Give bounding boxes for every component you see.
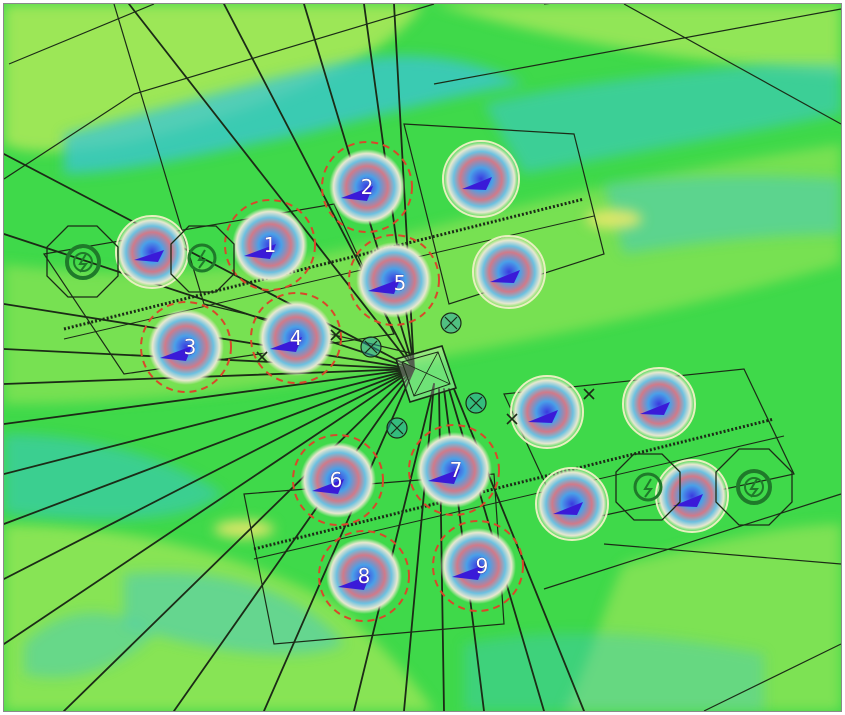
anchor-5-label: 5	[394, 271, 407, 295]
anchor-2[interactable]: 2	[321, 141, 413, 233]
anchor-3-label: 3	[184, 335, 197, 359]
anchor-9-label: 9	[476, 554, 489, 578]
anchor-6-label: 6	[330, 468, 343, 492]
anchor-1[interactable]: 1	[224, 199, 316, 291]
lightning-pile-icon[interactable]	[46, 225, 119, 298]
numbered-anchors: 1 2 3 4 5 6	[140, 141, 524, 622]
anchor-8[interactable]: 8	[318, 530, 410, 622]
anchor-3[interactable]: 3	[140, 301, 232, 393]
buoy-cross-icon[interactable]	[386, 417, 408, 439]
piles	[46, 225, 793, 526]
anchor-5[interactable]: 5	[348, 234, 440, 326]
anchor-2-label: 2	[361, 175, 374, 199]
anchor-scour-icon	[622, 367, 696, 441]
anchor-7[interactable]: 7	[408, 424, 500, 516]
buoy-cross-icon[interactable]	[360, 336, 382, 358]
anchor-6[interactable]: 6	[292, 434, 384, 526]
buoy-cross-icon[interactable]	[440, 312, 462, 334]
anchor-scour-icon	[442, 140, 520, 218]
cross-markers	[256, 329, 595, 425]
anchor-4-label: 4	[290, 326, 303, 350]
anchor-scour-icon	[472, 235, 546, 309]
lightning-pile-icon[interactable]	[615, 453, 681, 521]
buoys	[360, 312, 487, 439]
map-canvas[interactable]: 1 2 3 4 5 6	[4, 4, 841, 711]
anchor-scour-icon	[115, 215, 189, 289]
lightning-pile-icon[interactable]	[715, 448, 793, 526]
anchor-1-label: 1	[264, 233, 277, 257]
seabed-yellow-features	[214, 209, 642, 538]
anchor-8-label: 8	[358, 564, 371, 588]
anchor-scour-marks	[115, 140, 729, 541]
anchor-scour-icon	[510, 375, 584, 449]
platform-icon[interactable]	[394, 345, 458, 403]
lightning-pile-icon[interactable]	[170, 225, 235, 293]
anchor-7-label: 7	[450, 458, 463, 482]
map-frame: 1 2 3 4 5 6	[3, 3, 842, 712]
anchor-scour-icon	[535, 467, 609, 541]
anchor-4[interactable]: 4	[250, 292, 342, 384]
buoy-cross-icon[interactable]	[465, 392, 487, 414]
anchor-9[interactable]: 9	[432, 520, 524, 612]
